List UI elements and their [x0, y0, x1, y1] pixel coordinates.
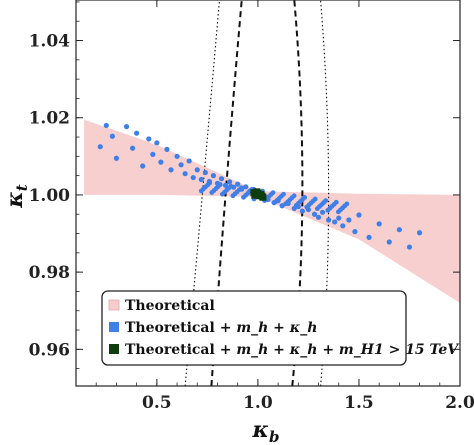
point-mh-kh-band-5: [207, 180, 213, 186]
point-mh-kh-band-50: [302, 195, 308, 200]
point-mh-kh-band-20: [238, 185, 244, 191]
point-mh-kh-26: [218, 176, 225, 182]
x-tick-label-3: 1.5: [344, 393, 374, 413]
legend-label-mh1-prefix: Theoretical +: [125, 342, 236, 358]
point-mh-kh-14: [168, 167, 174, 173]
point-mh-kh-19: [190, 174, 196, 181]
point-mh-kh-band-55: [312, 196, 318, 202]
point-mh-kh-55: [366, 234, 372, 240]
point-mh-kh-band-35: [270, 190, 276, 196]
point-mh-kh-43: [299, 208, 305, 214]
point-mh-kh-28: [227, 179, 233, 185]
x-tick-label-4: 2.0: [445, 393, 474, 413]
y-axis-symbol: κ: [2, 191, 28, 209]
point-mh-kh-32: [243, 184, 249, 190]
x-axis-subscript: b: [269, 428, 280, 445]
point-mh-kh-band-65: [333, 199, 339, 205]
legend-label-mh1: Theoretical + m_h + κ_h + m_H1 > 15 TeV: [125, 342, 460, 358]
point-mh-kh-46: [315, 214, 322, 220]
y-tick-label-1: 0.96: [29, 340, 70, 360]
point-mh-kh-56: [376, 221, 382, 227]
point-mh-kh-band-70: [344, 201, 350, 207]
point-mh-kh-13: [164, 146, 170, 152]
legend-box: [101, 290, 407, 366]
point-mh-kh-49: [332, 219, 338, 225]
point-mh-kh-45: [311, 211, 318, 217]
theoretical-region: [84, 119, 460, 304]
x-tick-label-1: 0.5: [142, 393, 172, 413]
legend-label-mh-kh: Theoretical + m_h + κ_h: [125, 320, 317, 336]
point-mh-kh-47: [319, 209, 326, 215]
point-mh-kh-20: [194, 167, 200, 173]
scatter-points: [97, 122, 423, 250]
point-mh-kh-5: [123, 124, 130, 130]
point-mh-kh-51: [340, 223, 346, 229]
point-mh-kh-17: [182, 171, 188, 177]
point-mh-kh-9: [146, 136, 152, 142]
point-mh-kh-15: [174, 153, 180, 159]
point-mh-kh-3: [109, 133, 115, 139]
point-mh-kh-58: [396, 227, 402, 233]
point-mh-kh-band-60: [323, 198, 329, 204]
point-mh-kh-band-10: [217, 182, 223, 187]
point-mh-kh-21: [198, 176, 204, 183]
y-axis-subscript: t: [13, 184, 31, 191]
legend-marker-mh1: [109, 344, 119, 354]
point-mh-kh-57: [386, 239, 392, 245]
point-mh-kh-7: [134, 130, 140, 136]
legend: Theoretical Theoretical + m_h + κ_h Theo…: [101, 290, 460, 366]
point-mh-kh-48: [326, 217, 332, 223]
axis-ticks: 0.5 1.0 1.5 2.0 0.96 0.98 1.00 1.02 1.04: [29, 0, 474, 413]
y-tick-label-4: 1.02: [29, 109, 70, 129]
point-mh-kh-band-40: [281, 191, 286, 197]
point-mh-kh-band-45: [291, 193, 297, 199]
x-axis-symbol: κ: [252, 417, 270, 443]
y-tick-label-5: 1.04: [29, 32, 71, 52]
point-mh-kh-10: [150, 151, 156, 157]
point-mh-kh-1: [97, 144, 103, 150]
legend-label-mh-kh-prefix: Theoretical +: [125, 320, 236, 336]
legend-label-mh1-math: m_h + κ_h + m_H1 > 15 TeV: [236, 342, 460, 358]
point-mh-kh-8: [140, 163, 146, 169]
point-mh-kh-22: [202, 169, 208, 176]
y-tick-label-3: 1.00: [29, 186, 71, 206]
legend-label-mh-kh-math: m_h + κ_h: [236, 320, 317, 336]
point-mh-kh-11: [154, 140, 160, 146]
point-mh1-9: [259, 193, 267, 201]
plot-frame: [75, 0, 461, 387]
point-mh-kh-52: [346, 217, 352, 223]
point-mh-kh-4: [113, 155, 120, 161]
point-mh-kh-2: [103, 122, 109, 129]
point-mh-kh-50: [336, 215, 342, 221]
theoretical-region-fill: [84, 119, 460, 304]
legend-marker-mh-kh: [109, 322, 119, 332]
legend-label-theoretical: Theoretical: [125, 298, 215, 314]
point-mh-kh-30: [235, 181, 241, 187]
point-mh-kh-54: [356, 212, 362, 218]
point-mh-kh-18: [186, 158, 192, 164]
point-mh-kh-16: [178, 162, 184, 168]
point-mh-kh-12: [158, 159, 164, 165]
point-mh-kh-6: [129, 145, 136, 151]
point-mh-kh-59: [406, 244, 413, 250]
legend-marker-theoretical: [108, 299, 120, 311]
y-axis-title: κt: [2, 184, 31, 209]
x-tick-label-2: 1.0: [243, 393, 273, 413]
point-mh1-10: [253, 188, 261, 196]
x-axis-title: κb: [252, 417, 280, 445]
point-mh-kh-band-15: [228, 183, 234, 189]
point-mh-kh-53: [352, 229, 358, 235]
point-mh-kh-60: [416, 230, 423, 236]
point-mh-kh-24: [210, 173, 217, 179]
y-tick-label-2: 0.98: [29, 263, 70, 283]
point-mh-kh-27: [222, 182, 229, 188]
